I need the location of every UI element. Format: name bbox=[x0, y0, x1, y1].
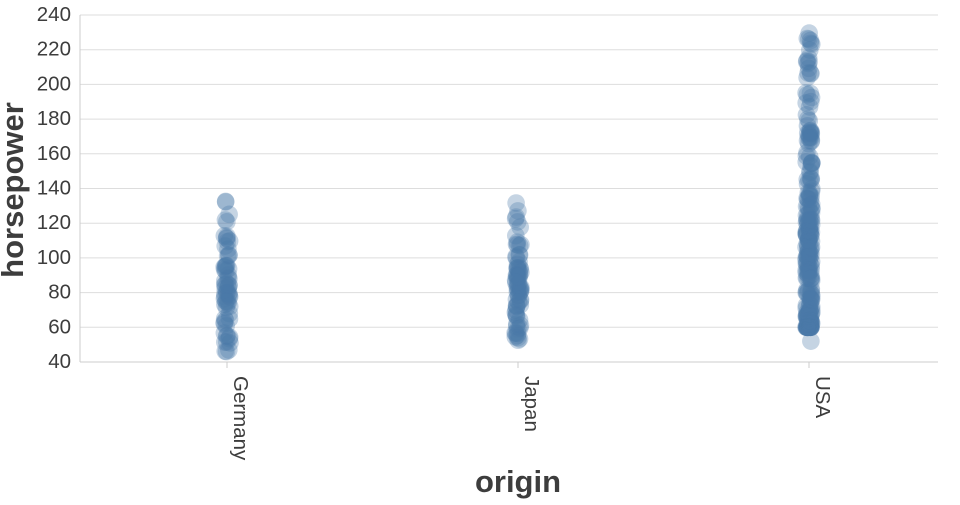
svg-text:USA: USA bbox=[811, 376, 834, 418]
svg-text:140: 140 bbox=[37, 177, 71, 200]
svg-text:80: 80 bbox=[48, 281, 71, 304]
svg-text:200: 200 bbox=[37, 72, 71, 95]
svg-text:180: 180 bbox=[37, 107, 71, 130]
svg-text:60: 60 bbox=[48, 315, 71, 338]
svg-text:Germany: Germany bbox=[229, 376, 252, 461]
svg-text:origin: origin bbox=[475, 464, 561, 499]
svg-text:100: 100 bbox=[37, 246, 71, 269]
svg-text:40: 40 bbox=[48, 350, 71, 373]
svg-text:220: 220 bbox=[37, 38, 71, 61]
svg-text:Japan: Japan bbox=[520, 376, 543, 432]
svg-text:160: 160 bbox=[37, 142, 71, 165]
svg-text:240: 240 bbox=[37, 3, 71, 26]
svg-text:horsepower: horsepower bbox=[0, 102, 30, 278]
svg-text:120: 120 bbox=[37, 211, 71, 234]
